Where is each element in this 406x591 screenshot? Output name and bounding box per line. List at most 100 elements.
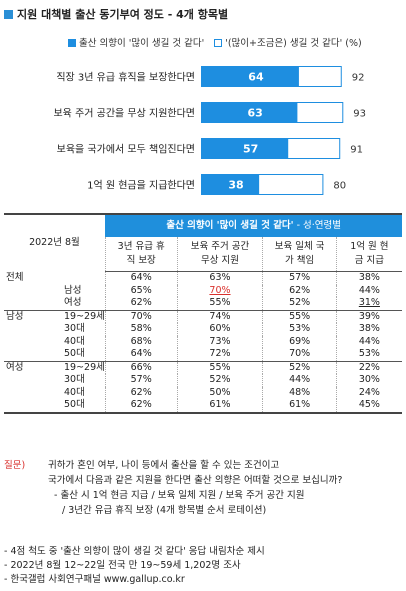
table-cell: 62% [262, 284, 337, 297]
table-cell: 66% [104, 360, 177, 374]
outline-value-label: 93 [353, 109, 366, 120]
table-cell: 64% [104, 348, 177, 361]
category-label: 보육을 국가에서 모두 책임진다면 [57, 143, 195, 156]
outline-value-label: 80 [333, 181, 346, 192]
table-cell: 60% [176, 323, 263, 336]
bar-chart: 직장 3년 유급 휴직을 보장한다면 64 92 보육 주거 공간을 무상 지원한다면… [53, 66, 366, 195]
table-cell: 48% [262, 386, 337, 399]
table-cell: 72% [176, 348, 263, 361]
table-cell: 45% [335, 399, 402, 413]
row-sub-label: 여성 [64, 297, 82, 308]
note-line: - 2022년 8월 12~22일 전국 만 19~59세 1,202명 조사 [4, 560, 241, 571]
filled-bar [201, 174, 260, 195]
data-table: 2022년 8월 출산 의향이 '많이 생길 것 같다' - 성·연령별 3년 … [4, 213, 402, 414]
table-row: 남성 65% 70% 62% 44% [4, 284, 402, 298]
table-cell: 44% [335, 335, 402, 348]
table-row: 전체 64% 63% 57% 38% [4, 271, 402, 285]
row-group-label [4, 336, 46, 349]
title-square-icon [4, 10, 13, 19]
filled-bar [201, 138, 289, 159]
legend-filled-icon [68, 39, 76, 47]
filled-bar [201, 66, 299, 87]
row-sub-label: 50대 [64, 348, 85, 359]
row-sub-label: 19~29세 [46, 309, 106, 323]
table-cell: 70% [176, 284, 263, 297]
row-group-label [4, 297, 46, 310]
filled-value-label: 57 [243, 143, 258, 156]
row-sub-label: 40대 [64, 386, 85, 398]
table-cell: 63% [176, 271, 263, 285]
category-label: 보육 주거 공간을 무상 지원한다면 [53, 108, 195, 120]
column-header: 3년 유급 휴직 보장 [104, 237, 177, 272]
filled-value-label: 38 [228, 179, 243, 192]
question-line: - 출산 시 1억 현금 지급 / 보육 일체 지원 / 보육 주거 공간 지원 [54, 490, 305, 501]
row-group-label: 여성 [4, 360, 46, 374]
row-sub-label: 19~29세 [46, 360, 106, 374]
note-line: - 한국갤럽 사회연구패널 www.gallup.co.kr [4, 574, 185, 585]
row-sub-label: 50대 [64, 399, 85, 410]
table-cell: 50% [176, 386, 263, 399]
table-cell: 61% [176, 399, 263, 413]
table-row: 50대 64% 72% 70% 53% [4, 348, 402, 361]
table-cell: 52% [176, 374, 263, 387]
table-cell: 44% [262, 374, 337, 387]
row-sub-label: 30대 [64, 374, 85, 385]
category-label: 1억 원 현금을 지급한다면 [87, 180, 195, 192]
table-cell: 57% [104, 374, 177, 387]
chart-title: 지원 대책별 출산 동기부여 정도 - 4개 항목별 [4, 6, 228, 22]
notes: - 4점 척도 중 '출산 의향이 많이 생길 것 같다' 응답 내림차순 제시… [4, 545, 265, 587]
row-group-label [4, 387, 46, 400]
row-group-label: 남성 [4, 309, 46, 323]
row-group-label [4, 285, 46, 298]
question-label: 질문) [4, 460, 26, 471]
table-cell: 52% [262, 297, 337, 310]
table-row: 50대 62% 61% 61% 45% [4, 399, 402, 413]
table-cell: 53% [262, 323, 337, 336]
table-cell: 44% [335, 284, 402, 297]
table-cell: 62% [104, 399, 177, 413]
table-header-title: 출산 의향이 '많이 생길 것 같다' - 성·연령별 [105, 213, 402, 237]
filled-value-label: 64 [248, 71, 264, 84]
legend-filled-label: 출산 의향이 '많이 생길 것 같다' [79, 38, 205, 49]
header-title-text: 출산 의향이 '많이 생길 것 같다' [166, 220, 294, 231]
table-cell: 62% [104, 386, 177, 399]
row-group-label [4, 348, 46, 361]
row-sub-label: 40대 [64, 335, 85, 347]
legend: 출산 의향이 '많이 생길 것 같다' '(많이+조금은) 생길 것 같다' (%… [68, 35, 362, 49]
table-cell: 39% [335, 309, 402, 323]
table-cell: 65% [104, 284, 177, 297]
table-row: 40대 62% 50% 48% 24% [4, 386, 402, 400]
row-sub-label: 30대 [64, 323, 85, 334]
table-cell: 55% [176, 297, 263, 310]
row-sub-label: 남성 [64, 284, 82, 296]
table-cell: 38% [335, 323, 402, 336]
table-row: 30대 58% 60% 53% 38% [4, 323, 402, 336]
table-cell: 22% [335, 360, 402, 374]
table-cell: 53% [335, 348, 402, 361]
table-cell: 61% [262, 399, 337, 413]
table-cell: 55% [262, 309, 337, 323]
table-cell: 70% [262, 348, 337, 361]
table-cell: 31% [335, 297, 402, 310]
question-line: 국가에서 다음과 같은 지원을 한다면 출산 의향은 어떠할 것으로 보십니까? [48, 475, 343, 486]
category-label: 직장 3년 유급 휴직을 보장한다면 [56, 72, 195, 84]
row-group-label: 전체 [6, 271, 24, 283]
table-row: 여성 19~29세 66% 55% 52% 22% [4, 360, 402, 374]
table-cell: 55% [176, 360, 263, 374]
question-line: / 3년간 유급 휴직 보장 (4개 항목별 순서 로테이션) [62, 505, 267, 516]
column-header: 보육 주거 공간 무상 지원 [176, 237, 263, 272]
legend-hollow-icon [214, 39, 223, 47]
table-cell: 57% [262, 271, 337, 285]
table-cell: 58% [104, 323, 177, 336]
table-cell: 73% [176, 335, 263, 348]
row-sub-label [46, 272, 105, 285]
chart-title-text: 지원 대책별 출산 동기부여 정도 - 4개 항목별 [17, 8, 229, 21]
table-cell: 62% [104, 297, 177, 310]
table-row: 여성 62% 55% 52% 31% [4, 297, 402, 310]
table-cell: 24% [335, 386, 402, 399]
table-cell: 30% [335, 374, 402, 387]
table-year-label: 2022년 8월 [4, 213, 106, 272]
data-table-wrap: 2022년 8월 출산 의향이 '많이 생길 것 같다' - 성·연령별 3년 … [4, 213, 402, 414]
outline-value-label: 91 [350, 145, 363, 156]
note-line: - 4점 척도 중 '출산 의향이 많이 생길 것 같다' 응답 내림차순 제시 [4, 546, 265, 557]
